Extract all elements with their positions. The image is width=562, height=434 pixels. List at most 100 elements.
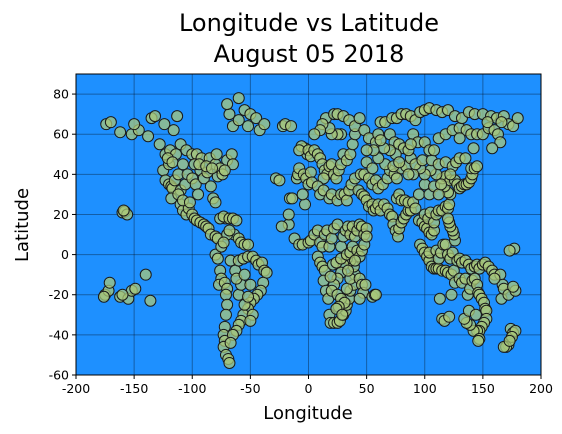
data-point <box>390 172 403 185</box>
data-point <box>232 92 245 105</box>
data-point <box>299 198 312 211</box>
data-point <box>183 196 196 209</box>
data-point <box>412 188 425 201</box>
data-point <box>192 188 205 201</box>
data-point <box>221 98 234 111</box>
data-point <box>349 254 361 267</box>
data-point <box>442 212 454 225</box>
data-point <box>211 252 224 265</box>
data-point <box>210 148 223 161</box>
x-tick-label: 50 <box>359 381 375 396</box>
x-tick-label: 200 <box>529 381 553 396</box>
y-axis-label: Latitude <box>12 188 33 262</box>
data-point <box>402 168 415 181</box>
data-point <box>393 156 406 169</box>
data-point <box>258 118 271 131</box>
data-point <box>344 148 357 161</box>
data-point <box>360 230 373 243</box>
y-tick-label: 60 <box>53 127 69 142</box>
data-point <box>230 214 243 227</box>
data-point <box>225 148 238 161</box>
data-point <box>218 164 231 177</box>
data-point <box>221 298 234 311</box>
data-point <box>428 144 441 157</box>
data-point <box>144 294 157 307</box>
data-point <box>486 142 499 155</box>
x-tick-label: 0 <box>305 381 313 396</box>
data-point <box>511 112 524 125</box>
data-point <box>117 204 130 217</box>
data-point <box>128 118 141 131</box>
x-tick-label: -100 <box>178 381 206 396</box>
data-point <box>494 136 507 149</box>
data-point <box>103 276 116 289</box>
data-point <box>453 132 466 145</box>
x-tick-label: -200 <box>62 381 90 396</box>
data-point <box>129 282 142 295</box>
data-point <box>282 208 295 221</box>
y-tick-label: -60 <box>49 368 69 383</box>
y-axis-ticks: -60 -40 -20 0 20 40 60 80 <box>49 87 76 383</box>
data-point <box>472 334 485 347</box>
y-tick-label: 80 <box>53 87 69 102</box>
data-points <box>97 92 524 369</box>
data-point <box>285 120 298 133</box>
data-point <box>445 288 458 301</box>
y-tick-label: -40 <box>49 327 69 342</box>
x-tick-label: 150 <box>471 381 495 396</box>
data-point <box>244 278 257 291</box>
data-point <box>360 144 373 157</box>
chart-title-line-1: Longitude vs Latitude <box>179 9 439 37</box>
data-point <box>260 266 273 279</box>
data-point <box>149 110 162 123</box>
y-tick-label: -20 <box>49 287 69 302</box>
data-point <box>342 264 355 277</box>
data-point <box>139 268 152 281</box>
data-point <box>433 292 446 305</box>
data-point <box>250 112 263 125</box>
data-point <box>336 308 349 321</box>
data-point <box>409 202 422 215</box>
data-point <box>232 114 245 127</box>
data-point <box>204 180 217 193</box>
data-point <box>209 196 222 209</box>
data-point <box>495 116 508 129</box>
data-point <box>275 220 288 233</box>
data-point <box>242 238 255 251</box>
data-point <box>153 138 166 151</box>
data-point <box>142 130 155 143</box>
data-point <box>286 192 299 205</box>
data-point <box>353 292 366 305</box>
data-point <box>359 278 372 291</box>
data-point <box>226 158 239 171</box>
data-point <box>238 268 251 281</box>
data-point <box>324 270 337 283</box>
data-point <box>176 158 189 171</box>
data-point <box>346 138 359 151</box>
x-tick-label: 100 <box>413 381 437 396</box>
data-point <box>353 112 366 125</box>
data-point <box>223 356 236 369</box>
data-point <box>443 198 456 211</box>
data-point <box>435 178 448 191</box>
data-point <box>219 308 232 321</box>
data-point <box>317 172 330 185</box>
chart-title-line-2: August 05 2018 <box>214 40 405 68</box>
data-point <box>206 162 219 175</box>
data-point <box>488 272 501 285</box>
data-point <box>481 116 494 129</box>
data-point <box>97 290 110 303</box>
data-point <box>503 244 516 257</box>
data-point <box>217 236 230 249</box>
data-point <box>296 188 309 201</box>
data-point <box>340 282 353 295</box>
data-point <box>304 166 317 179</box>
y-tick-label: 20 <box>53 207 69 222</box>
data-point <box>219 288 232 301</box>
data-point <box>471 160 484 173</box>
data-point <box>116 288 129 301</box>
data-point <box>242 290 255 303</box>
data-point <box>469 308 482 321</box>
x-tick-label: -50 <box>240 381 260 396</box>
